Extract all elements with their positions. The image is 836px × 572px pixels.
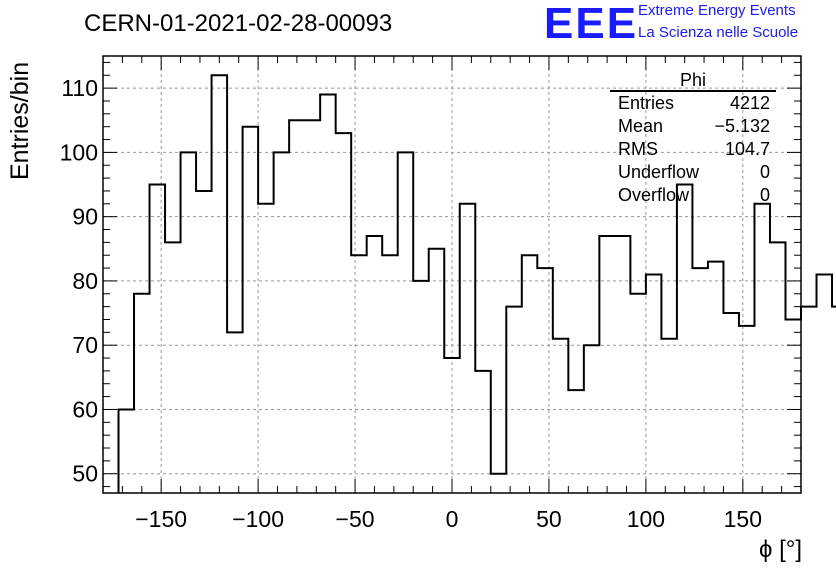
logo-line-2: La Scienza nelle Scuole <box>638 24 799 41</box>
x-tick-label: 150 <box>724 506 762 532</box>
x-tick-label: 0 <box>446 506 459 532</box>
y-axis-ticks: 50 60 70 80 90 100 110 <box>60 61 801 488</box>
stats-rms-value: 104.7 <box>724 139 770 159</box>
y-axis-label: Entries/bin <box>6 61 34 180</box>
x-tick-label: 50 <box>536 506 562 532</box>
stats-row-mean: Mean −5.132 <box>610 115 776 138</box>
x-tick-label: −50 <box>336 506 375 532</box>
y-tick-label: 90 <box>72 204 98 230</box>
x-tick-label: 100 <box>627 506 665 532</box>
stats-row-entries: Entries 4212 <box>610 92 776 115</box>
x-axis-ticks: −150 −100 −50 0 50 100 150 <box>102 56 802 532</box>
stats-entries-label: Entries <box>618 93 675 113</box>
stats-entries-value: 4212 <box>729 93 770 113</box>
histogram-line <box>117 74 836 493</box>
x-axis-label: ϕ [°] <box>758 536 802 563</box>
y-tick-label: 60 <box>72 396 98 422</box>
x-tick-label: −150 <box>135 506 187 532</box>
stats-overflow-label: Overflow <box>618 185 690 205</box>
y-tick-label: 100 <box>60 139 98 165</box>
y-tick-label: 110 <box>61 75 98 101</box>
stats-overflow-value: 0 <box>759 185 770 205</box>
stats-mean-label: Mean <box>618 116 664 136</box>
eee-logo: EEE <box>544 0 639 48</box>
stats-box: Phi Entries 4212 Mean −5.132 RMS 104.7 U… <box>610 70 776 207</box>
stats-row-underflow: Underflow 0 <box>610 161 776 184</box>
grid-lines <box>103 56 801 493</box>
y-tick-label: 50 <box>72 461 98 487</box>
x-tick-label: −100 <box>232 506 284 532</box>
y-tick-label: 70 <box>72 332 98 358</box>
logo-line-1: Extreme Energy Events <box>638 2 796 19</box>
stats-rms-label: RMS <box>618 139 658 159</box>
stats-row-overflow: Overflow 0 <box>610 184 776 207</box>
y-tick-label: 80 <box>72 268 98 294</box>
stats-mean-value: −5.132 <box>714 116 770 136</box>
stats-title: Phi <box>610 70 776 92</box>
stats-underflow-value: 0 <box>759 162 770 182</box>
stats-row-rms: RMS 104.7 <box>610 138 776 161</box>
chart-title: CERN-01-2021-02-28-00093 <box>84 10 393 37</box>
stats-underflow-label: Underflow <box>618 162 700 182</box>
